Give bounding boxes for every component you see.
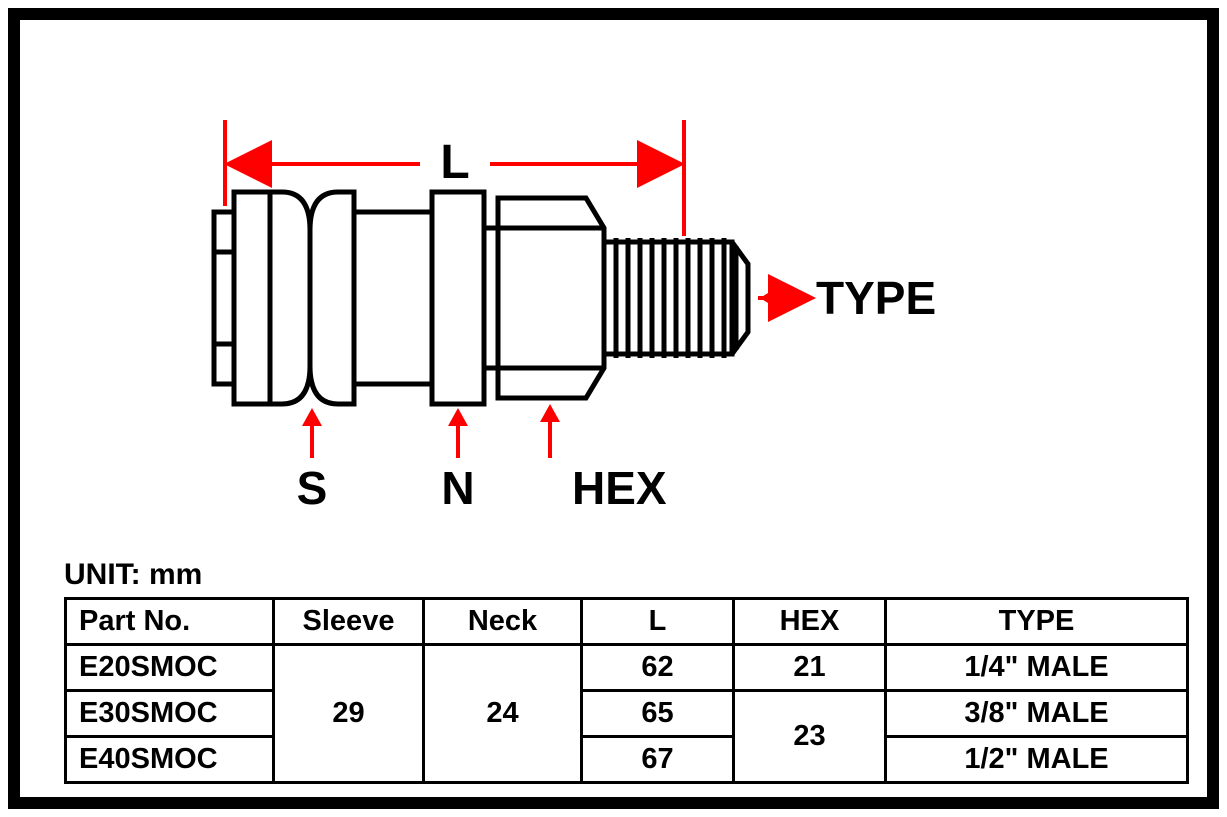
table-cell: E30SMOC [66, 691, 274, 737]
table-cell: 23 [734, 691, 886, 783]
arrow-S [302, 408, 322, 458]
table-cell: 67 [582, 737, 734, 783]
label-type: TYPE [816, 272, 936, 324]
spec-table: Part No.SleeveNeckLHEXTYPE E20SMOC292462… [64, 597, 1189, 784]
diagram-svg: L TYPE S N [20, 20, 1227, 550]
table-body: E20SMOC292462211/4" MALEE30SMOC65233/8" … [66, 645, 1188, 783]
unit-label: UNIT: mm [64, 558, 202, 592]
table-cell: 62 [582, 645, 734, 691]
label-N: N [441, 462, 474, 514]
arrow-N [448, 408, 468, 458]
table-header-hex: HEX [734, 599, 886, 645]
table-header-neck: Neck [424, 599, 582, 645]
arrow-type-2 [760, 288, 810, 308]
table-cell: 29 [274, 645, 424, 783]
table-header-type: TYPE [886, 599, 1188, 645]
coupler-body [214, 192, 748, 404]
label-HEX: HEX [572, 462, 667, 514]
table-header-L: L [582, 599, 734, 645]
table-row: E40SMOC 67 1/2" MALE [66, 737, 1188, 783]
table-header-sleeve: Sleeve [274, 599, 424, 645]
table-cell: E20SMOC [66, 645, 274, 691]
arrow-HEX [540, 404, 560, 458]
outer-frame: L TYPE S N [8, 8, 1219, 809]
table-row: E20SMOC292462211/4" MALE [66, 645, 1188, 691]
table-cell: 21 [734, 645, 886, 691]
table-header-part_no: Part No. [66, 599, 274, 645]
table-cell: 65 [582, 691, 734, 737]
table-cell: E40SMOC [66, 737, 274, 783]
label-L: L [440, 136, 469, 189]
table-cell: 1/2" MALE [886, 737, 1188, 783]
table-row: E30SMOC65233/8" MALE [66, 691, 1188, 737]
table-cell: 3/8" MALE [886, 691, 1188, 737]
table-cell: 1/4" MALE [886, 645, 1188, 691]
technical-diagram: L TYPE S N [20, 20, 1207, 555]
table-header-row: Part No.SleeveNeckLHEXTYPE [66, 599, 1188, 645]
table-cell: 24 [424, 645, 582, 783]
label-S: S [297, 462, 328, 514]
